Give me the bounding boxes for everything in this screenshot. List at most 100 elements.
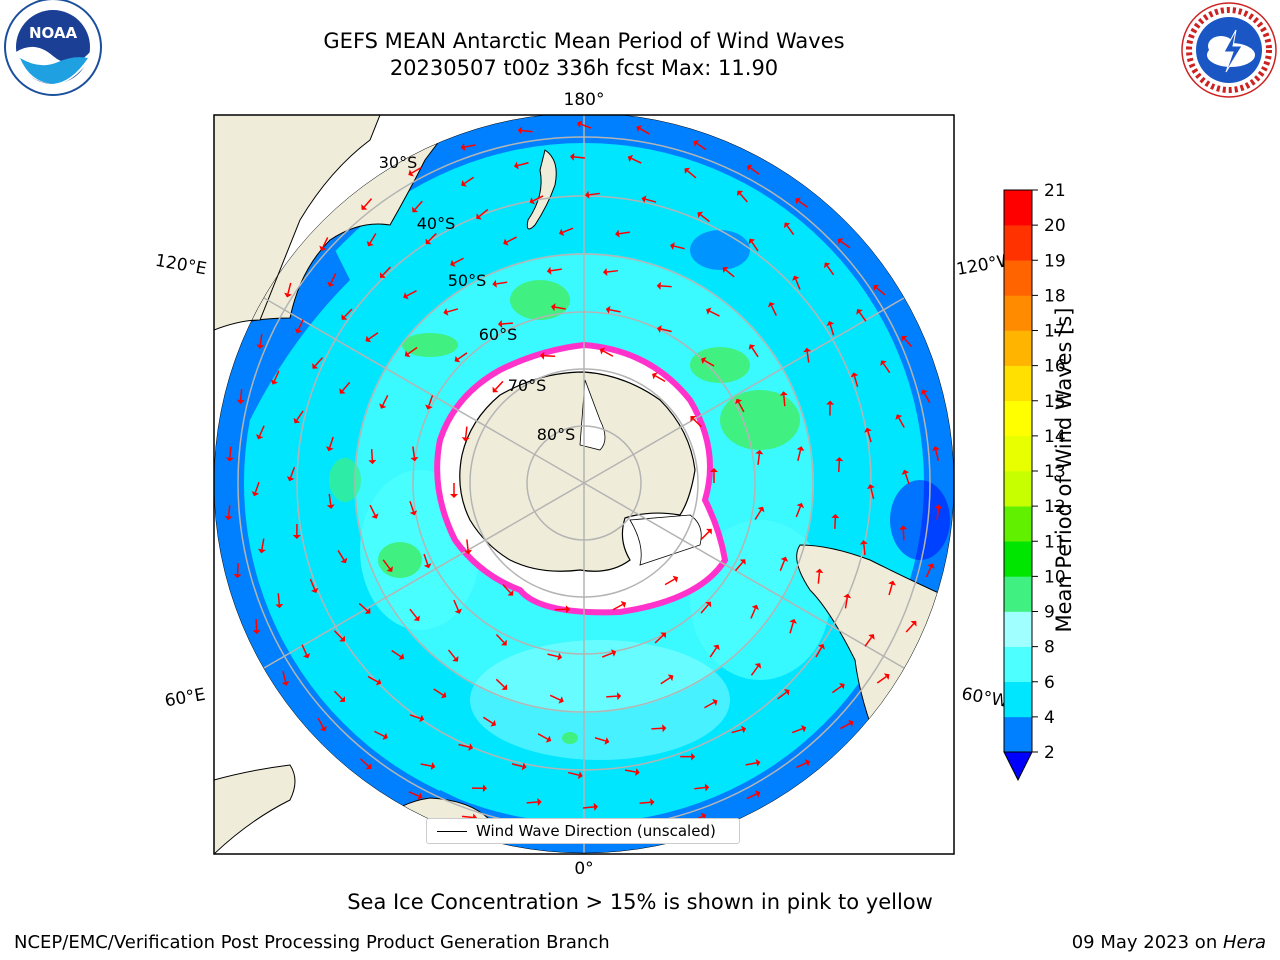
wind-wave-arrow-head [826,400,835,405]
wind-wave-arrow-head [931,446,940,451]
wind-wave-arrow [409,500,415,512]
wind-wave-arrow-head [507,590,514,596]
wind-wave-arrow-head [856,309,863,315]
wind-wave-arrow [840,240,851,249]
wind-wave-arrow [408,791,420,797]
wind-wave-arrow [704,701,715,709]
colorbar: 2 4 6 8 9 10 11 12 13 14 15 16 17 18 19 20 21 [1003,181,1066,782]
lon-60e-label: 60°E [163,685,207,712]
wind-wave-arrow [368,332,379,340]
footer-date: 09 May 2023 on Hera [1072,932,1266,953]
wind-wave-arrow-head [779,391,788,396]
wind-wave-arrow-head [615,229,620,238]
wind-wave-arrow-head [565,605,571,614]
wind-wave-arrow [259,333,263,345]
lon-60w-label: 60°W [960,684,1010,712]
colorbar-segment [1004,541,1032,577]
wind-wave-arrow-head [635,768,640,776]
wind-wave-arrow-head [796,446,805,452]
wind-wave-arrow [343,308,353,318]
wind-wave-arrow-head [883,673,890,680]
colorbar-segment [1004,576,1032,612]
wind-wave-arrow [651,727,663,730]
wind-wave-arrow [700,531,710,540]
noaa-logo-text: NOAA [29,24,78,42]
wind-wave-arrow-head [482,784,487,793]
wind-wave-arrow-head [545,735,552,743]
wind-wave-arrow-head [705,601,712,608]
wind-wave-arrow-head [361,204,368,210]
wind-wave-arrow [414,200,423,210]
wind-wave-arrow [367,675,379,683]
wind-wave-arrow [322,237,329,248]
map-area [214,115,954,854]
wind-wave-arrow-head [365,335,372,343]
wind-wave-arrow-head [815,568,824,574]
wind-wave-arrow-head [408,169,414,177]
wind-wave-arrow [382,266,391,276]
wind-wave-arrow [314,357,324,367]
wind-wave-arrow [602,350,614,357]
wind-wave-arrow-head [339,696,346,702]
wind-wave-arrow-head [513,161,519,170]
wind-wave-arrow [888,584,893,596]
wind-wave-arrow [369,504,376,516]
lat-50s-label: 50°S [448,271,487,290]
wind-wave-arrow [731,728,743,734]
wind-wave-arrow [458,743,470,748]
wind-wave-arrow-head [867,484,875,490]
wind-wave-arrow-head [419,714,425,723]
wind-wave-arrow-head [452,656,459,662]
colorbar-segment [1004,471,1032,507]
wind-wave-arrow [829,324,835,336]
wind-wave-arrow [751,241,759,252]
colorbar-segment [1004,435,1032,472]
wind-wave-arrow-head [616,692,622,701]
wind-wave-arrow [905,623,915,633]
wave-patch [720,390,800,450]
nws-logo [1181,2,1277,98]
wind-wave-arrow-head [398,653,405,660]
wind-wave-arrow [333,690,343,700]
wind-wave-arrow-head [831,513,840,519]
wind-wave-arrow-head [517,126,523,135]
wind-wave-arrow [631,157,642,164]
wind-wave-arrow [502,584,511,594]
wind-wave-arrow-head [319,725,327,732]
wind-wave-arrow-head [492,279,497,288]
wind-wave-arrow [254,481,260,493]
wind-wave-arrow-head [604,737,610,745]
legend: Wind Wave Direction (unscaled) [426,818,740,844]
wind-wave-arrow [328,493,332,506]
wind-wave-arrow [694,786,706,790]
colorbar-tick-label: 8 [1044,638,1055,658]
wind-wave-arrow-head [693,140,700,147]
wind-wave-arrow-head [546,266,552,275]
wind-wave-arrow-head [275,603,284,609]
wind-wave-arrow-head [450,494,458,498]
weddell-ice [629,514,702,566]
wind-wave-arrow [549,694,561,701]
wind-wave-arrow-head [454,608,462,614]
wind-wave-arrow-head [310,587,319,594]
wind-wave-arrow-head [577,771,583,780]
wind-wave-arrow-head [754,663,762,669]
wind-wave-arrow-head [783,689,790,696]
wind-wave-arrow-head [294,328,303,334]
wind-wave-arrow [797,449,802,461]
wind-wave-arrow [423,553,429,565]
wind-wave-arrow [433,688,444,696]
wind-wave-arrow [453,599,459,611]
colorbar-segment [1004,260,1032,296]
wind-wave-arrow [737,401,745,413]
wind-wave-arrow-head [375,678,382,686]
wind-wave-arrow [660,677,671,685]
wind-wave-arrow [606,695,618,698]
wind-wave-arrow-head [425,404,433,410]
wind-wave-arrow-head [284,292,292,298]
wind-wave-arrow [296,410,304,421]
wind-wave-arrow [255,619,258,631]
wind-wave-arrow-head [236,399,245,404]
wind-wave-arrow [391,649,402,658]
